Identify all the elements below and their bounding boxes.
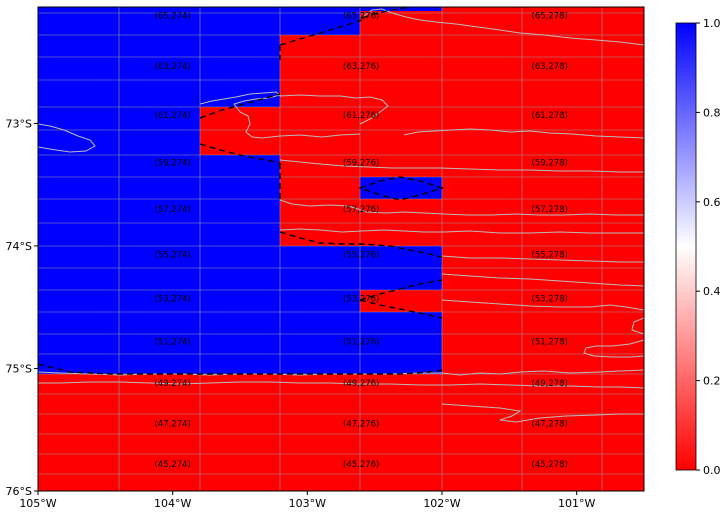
x-tick-label: 102°W xyxy=(423,497,460,510)
cell-label: (53,278) xyxy=(532,295,568,305)
cell-label: (59,276) xyxy=(343,159,379,169)
y-axis: 73°S 74°S 75°S 76°S xyxy=(6,117,38,498)
cell-label: (51,276) xyxy=(343,338,379,348)
cell-label: (51,274) xyxy=(155,338,191,348)
x-axis: 105°W 104°W 103°W 102°W 101°W xyxy=(19,491,595,510)
cell-label: (57,276) xyxy=(343,205,379,215)
x-tick-label: 103°W xyxy=(289,497,326,510)
y-tick-label: 76°S xyxy=(6,485,32,498)
graticule xyxy=(38,7,644,491)
cell-label: (55,278) xyxy=(532,251,568,261)
cell-label: (63,274) xyxy=(155,62,191,72)
cell-label: (49,274) xyxy=(155,379,191,389)
boundary-lines xyxy=(38,7,445,375)
cell-label: (47,274) xyxy=(155,420,191,430)
cell-label: (65,278) xyxy=(532,12,568,22)
cell-label: (55,274) xyxy=(155,251,191,261)
cell-label: (53,274) xyxy=(155,295,191,305)
cell-label: (55,276) xyxy=(343,251,379,261)
cell-label: (53,276) xyxy=(343,295,379,305)
cell-label: (45,276) xyxy=(343,460,379,470)
colorbar-tick-label: 0.0 xyxy=(703,464,721,477)
cell-label: (65,274) xyxy=(155,12,191,22)
colorbar-ticks: 0.0 0.2 0.4 0.6 0.8 1.0 xyxy=(696,17,721,477)
colorbar: 0.0 0.2 0.4 0.6 0.8 1.0 xyxy=(675,17,721,477)
cell-label: (61,278) xyxy=(532,111,568,121)
x-tick-label: 105°W xyxy=(19,497,56,510)
cell-label: (47,278) xyxy=(532,420,568,430)
cell-label: (59,274) xyxy=(155,159,191,169)
cell-label: (51,278) xyxy=(532,338,568,348)
cell-label: (61,276) xyxy=(343,111,379,121)
cell-labels: (65,274) (65,276) (65,278) (63,274) (63,276)… xyxy=(155,12,568,470)
cell-label: (63,276) xyxy=(343,62,379,72)
x-tick-label: 104°W xyxy=(154,497,191,510)
colorbar-tick-label: 0.4 xyxy=(703,285,721,298)
cell-label: (49,278) xyxy=(532,379,568,389)
cell-label: (59,278) xyxy=(532,159,568,169)
colorbar-tick-label: 0.2 xyxy=(703,375,721,388)
cell-label: (49,276) xyxy=(343,379,379,389)
y-tick-label: 75°S xyxy=(6,362,32,375)
y-tick-label: 73°S xyxy=(6,117,32,130)
cell-label: (45,274) xyxy=(155,460,191,470)
coastline xyxy=(38,8,644,423)
colorbar-gradient xyxy=(675,22,697,471)
cell-label: (45,278) xyxy=(532,460,568,470)
cell-label: (65,276) xyxy=(343,12,379,22)
map-frame xyxy=(37,6,645,492)
y-tick-label: 74°S xyxy=(6,240,32,253)
colorbar-tick-label: 1.0 xyxy=(703,17,721,30)
cell-label: (63,278) xyxy=(532,62,568,72)
cell-label: (47,276) xyxy=(343,420,379,430)
x-tick-label: 101°W xyxy=(558,497,595,510)
colorbar-tick-label: 0.6 xyxy=(703,196,721,209)
cell-label: (57,278) xyxy=(532,205,568,215)
colorbar-tick-label: 0.8 xyxy=(703,106,721,119)
cell-label: (61,274) xyxy=(155,111,191,121)
cell-label: (57,274) xyxy=(155,205,191,215)
map-area: (65,274) (65,276) (65,278) (63,274) (63,276)… xyxy=(38,7,644,491)
